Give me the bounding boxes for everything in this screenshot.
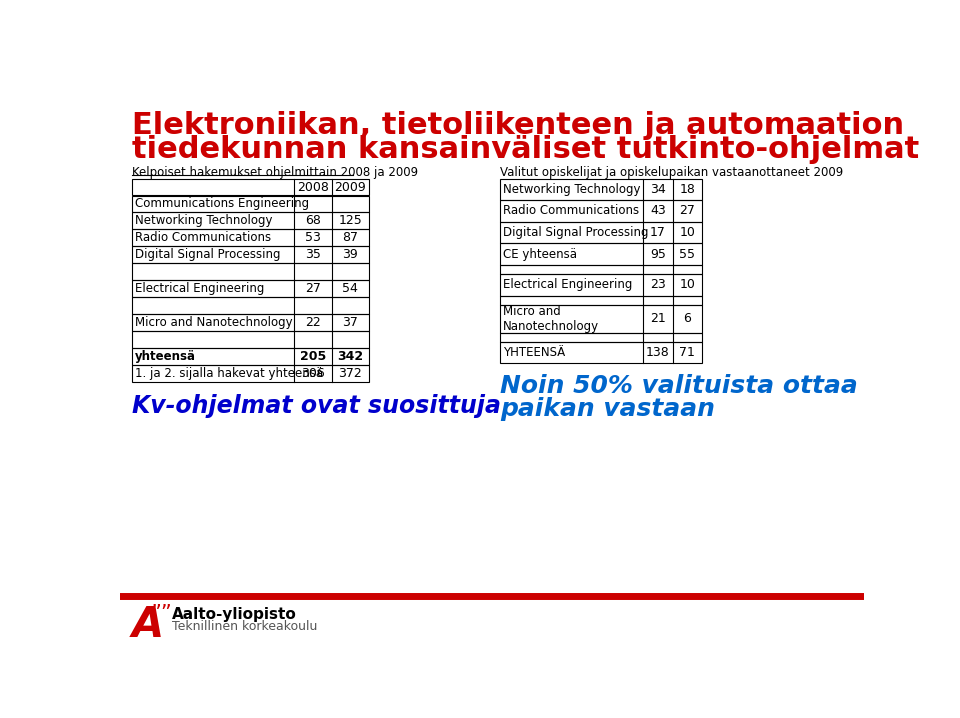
Text: 39: 39	[343, 248, 358, 261]
Text: Communications Engineering: Communications Engineering	[134, 197, 309, 210]
Bar	[500, 243, 702, 265]
Text: 37: 37	[342, 316, 358, 329]
Text: Valitut opiskelijat ja opiskelupaikan vastaanottaneet 2009: Valitut opiskelijat ja opiskelupaikan va…	[500, 167, 843, 180]
Bar	[500, 332, 702, 342]
Text: 35: 35	[305, 248, 321, 261]
Bar	[132, 213, 369, 229]
Text: 6: 6	[684, 312, 691, 325]
Text: 68: 68	[305, 215, 321, 228]
Text: 10: 10	[680, 226, 695, 239]
Text: 43: 43	[650, 205, 665, 218]
Bar	[500, 179, 702, 200]
Text: 87: 87	[342, 231, 358, 244]
Text: 27: 27	[305, 282, 321, 295]
Text: 95: 95	[650, 248, 666, 261]
Text: 53: 53	[305, 231, 321, 244]
Text: Kv-ohjelmat ovat suosittuja: Kv-ohjelmat ovat suosittuja	[132, 394, 500, 418]
Text: Micro and Nanotechnology: Micro and Nanotechnology	[134, 316, 293, 329]
Text: A: A	[132, 605, 164, 646]
Bar	[500, 296, 702, 305]
Text: ””: ””	[150, 605, 172, 625]
Text: 1. ja 2. sijalla hakevat yhteensä: 1. ja 2. sijalla hakevat yhteensä	[134, 367, 323, 380]
Bar	[132, 297, 369, 314]
Text: 55: 55	[680, 248, 695, 261]
Text: 71: 71	[680, 346, 695, 359]
Text: Teknillinen korkeakoulu: Teknillinen korkeakoulu	[172, 620, 318, 633]
Bar	[132, 179, 369, 195]
Bar	[132, 229, 369, 246]
Text: 372: 372	[338, 367, 362, 380]
Text: 138: 138	[646, 346, 670, 359]
Text: 22: 22	[305, 316, 321, 329]
Text: Radio Communications: Radio Communications	[503, 205, 639, 218]
Bar	[500, 342, 702, 363]
Bar	[500, 222, 702, 243]
Text: paikan vastaan: paikan vastaan	[500, 397, 714, 421]
Text: Digital Signal Processing: Digital Signal Processing	[503, 226, 648, 239]
Text: CE yhteensä: CE yhteensä	[503, 248, 577, 261]
Bar	[500, 200, 702, 222]
Bar	[132, 331, 369, 348]
Text: 205: 205	[300, 350, 326, 363]
Text: 54: 54	[342, 282, 358, 295]
Text: 125: 125	[338, 215, 362, 228]
Text: Micro and
Nanotechnology: Micro and Nanotechnology	[503, 304, 599, 332]
Bar	[132, 314, 369, 331]
Text: 18: 18	[680, 183, 695, 196]
Text: 2008: 2008	[297, 180, 329, 194]
Text: Kelpoiset hakemukset ohjelmittain 2008 ja 2009: Kelpoiset hakemukset ohjelmittain 2008 j…	[132, 167, 418, 180]
Bar	[132, 195, 369, 213]
Text: Noin 50% valituista ottaa: Noin 50% valituista ottaa	[500, 374, 857, 398]
Text: Networking Technology: Networking Technology	[503, 183, 640, 196]
Text: Electrical Engineering: Electrical Engineering	[134, 282, 264, 295]
Bar	[500, 305, 702, 332]
Text: 342: 342	[337, 350, 363, 363]
Text: Electrical Engineering: Electrical Engineering	[503, 279, 633, 292]
Text: 23: 23	[650, 279, 665, 292]
Text: Networking Technology: Networking Technology	[134, 215, 273, 228]
Text: 17: 17	[650, 226, 666, 239]
Bar	[500, 274, 702, 296]
Bar	[132, 280, 369, 297]
Bar	[132, 348, 369, 365]
Bar	[132, 365, 369, 382]
Text: 34: 34	[650, 183, 665, 196]
Text: Digital Signal Processing: Digital Signal Processing	[134, 248, 280, 261]
Bar	[132, 246, 369, 264]
Text: Elektroniikan, tietoliikenteen ja automaation: Elektroniikan, tietoliikenteen ja automa…	[132, 111, 903, 140]
Text: YHTEENSÄ: YHTEENSÄ	[503, 346, 565, 359]
Text: 306: 306	[301, 367, 324, 380]
Bar	[132, 264, 369, 280]
Text: tiedekunnan kansainväliset tutkinto-ohjelmat: tiedekunnan kansainväliset tutkinto-ohje…	[132, 136, 919, 164]
Text: Radio Communications: Radio Communications	[134, 231, 271, 244]
Text: 10: 10	[680, 279, 695, 292]
Text: 27: 27	[680, 205, 695, 218]
Text: yhteensä: yhteensä	[134, 350, 196, 363]
Bar	[500, 265, 702, 274]
Text: 21: 21	[650, 312, 665, 325]
Text: Aalto-yliopisto: Aalto-yliopisto	[172, 607, 297, 623]
Text: 2009: 2009	[334, 180, 366, 194]
